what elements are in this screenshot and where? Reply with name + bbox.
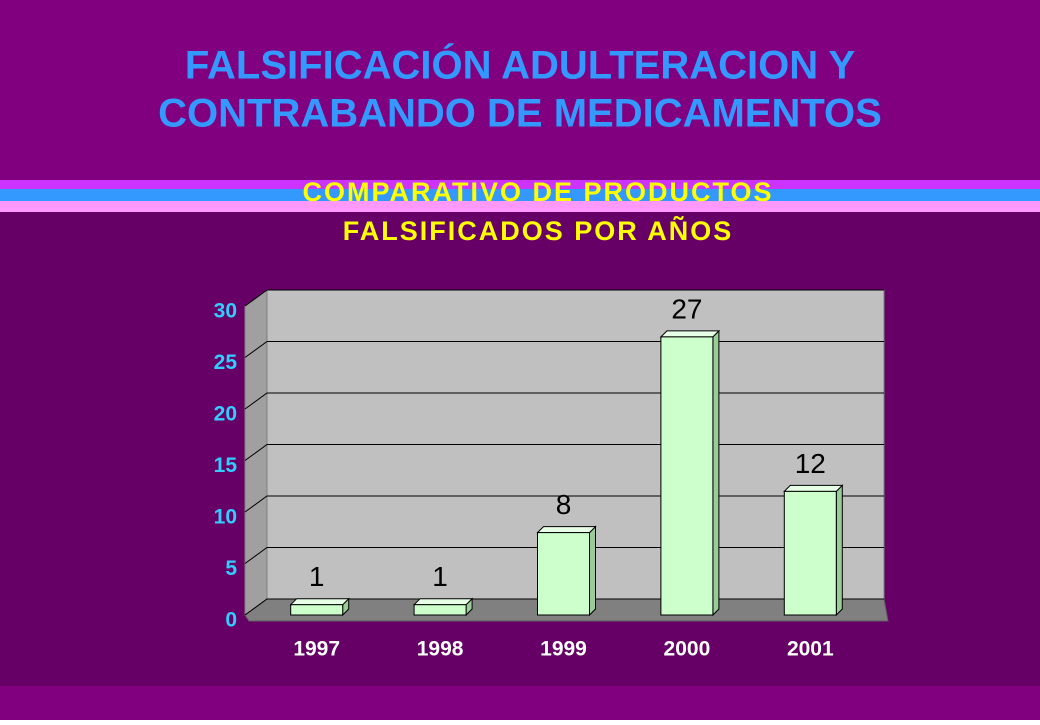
data-label: 1 [309,561,325,592]
y-tick-label: 15 [214,454,238,477]
x-tick-label: 2001 [787,638,834,661]
x-tick-label: 2000 [664,638,711,661]
y-tick-label: 0 [225,609,237,632]
stripe [0,180,1040,189]
x-tick-label: 1997 [293,638,340,661]
bar [660,336,714,616]
y-tick-label: 30 [214,300,237,323]
bar [290,604,344,616]
y-tick-label: 5 [225,557,237,580]
x-tick-label: 1998 [417,638,464,661]
bar [413,604,467,616]
bar-top [536,526,597,534]
bar-top [412,598,474,606]
bar-top [289,598,350,606]
data-label: 27 [671,293,702,324]
stripe [0,201,1040,212]
y-tick-label: 10 [214,506,237,529]
data-label: 1 [432,561,448,592]
bar-top [659,330,721,338]
chart-title: COMPARATIVO DE PRODUCTOS [302,177,773,207]
bar-side [835,484,843,617]
stripe [0,189,1040,201]
y-tick-label: 20 [214,403,237,426]
bar-side [589,525,596,617]
bar-side [712,329,720,617]
data-label: 8 [556,489,572,520]
slide-title: CONTRABANDO DE MEDICAMENTOS [158,92,882,136]
bar-top [783,484,844,492]
chart-title: FALSIFICADOS POR AÑOS [343,215,734,246]
x-tick-label: 1999 [540,638,587,661]
y-tick-label: 25 [214,351,238,374]
grid-line [244,289,884,307]
data-label: 12 [795,448,826,479]
bar [783,490,837,616]
slide-title: FALSIFICACIÓN ADULTERACION Y [185,42,856,88]
bar [537,532,590,616]
plot: 0 5 10 15 20 25 30 1997 1 1998 1 1999 8 2000 27 2001 12 [214,289,889,661]
